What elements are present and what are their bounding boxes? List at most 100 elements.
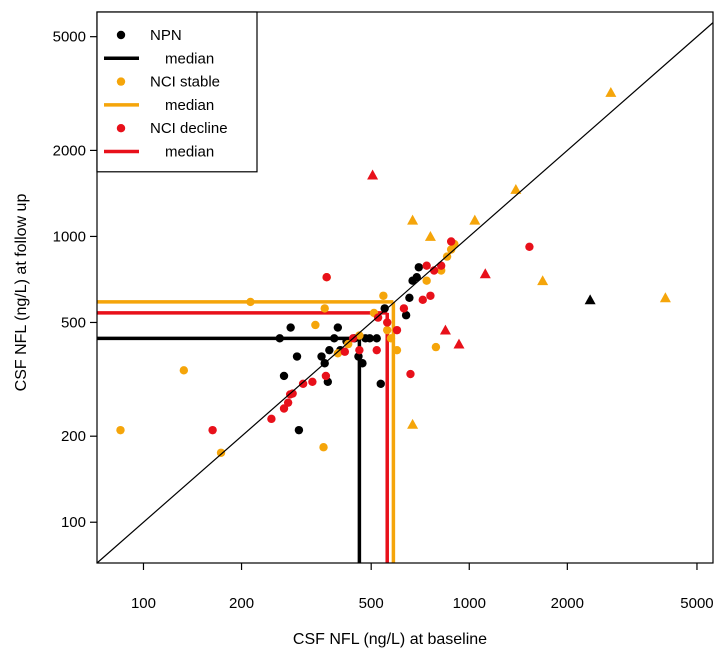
legend-label: median [165, 144, 214, 161]
point-nci-stable [431, 342, 441, 352]
point-nci-decline [436, 261, 446, 270]
point-nci-stable-triangle [469, 214, 481, 225]
point-nci-stable [179, 366, 189, 375]
point-npn [279, 371, 289, 381]
point-nci-stable [379, 291, 388, 300]
point-npn [372, 334, 381, 343]
plot-frame [96, 11, 714, 564]
point-npn [275, 334, 284, 343]
point-nci-decline-triangle [479, 268, 491, 279]
point-npn [330, 334, 339, 343]
point-nci-decline-triangle [439, 324, 451, 335]
point-nci-decline [373, 313, 383, 322]
point-nci-decline [208, 425, 217, 435]
point-nci-stable [216, 448, 226, 457]
point-nci-stable [386, 334, 396, 343]
point-nci-decline [288, 389, 297, 398]
point-nci-stable-triangle [537, 275, 549, 286]
legend-label: median [165, 97, 214, 114]
point-nci-decline [308, 377, 317, 387]
point-npn [412, 273, 421, 282]
legend-label: median [165, 50, 214, 67]
y-axis: 100 200 500 1000 2000 5000 [53, 29, 97, 531]
point-nci-stable-triangle [659, 292, 671, 303]
point-nci-stable [311, 320, 320, 330]
point-nci-decline [321, 371, 331, 381]
median-lines [97, 300, 396, 563]
point-nci-decline [298, 379, 308, 389]
y-tick-label: 500 [61, 314, 86, 331]
point-nci-stable-triangle [424, 230, 436, 241]
point-nci-decline-triangle [367, 169, 379, 180]
point-npn [292, 352, 302, 361]
point-nci-stable [333, 349, 343, 358]
y-tick-label: 100 [61, 514, 86, 531]
point-nci-stable-triangle [605, 86, 617, 97]
point-nci-stable [343, 339, 353, 349]
point-nci-decline [422, 261, 431, 270]
point-npn [294, 425, 304, 435]
point-nci-stable-triangle [510, 183, 522, 194]
point-npn [358, 359, 367, 368]
point-nci-stable-triangle [407, 214, 419, 225]
point-nci-decline [383, 318, 392, 327]
identity-line [96, 22, 714, 564]
x-tick-label: 100 [131, 595, 156, 612]
point-nci-decline [399, 304, 409, 313]
legend-box [96, 11, 258, 173]
x-tick-label: 1000 [453, 595, 486, 612]
y-axis-title: CSF NFL (ng/L) at follow up [13, 194, 30, 392]
point-npn [380, 304, 389, 313]
point-nci-stable-triangle [407, 418, 419, 429]
point-npn [325, 345, 334, 355]
legend-marker [116, 30, 126, 40]
point-nci-decline [340, 347, 350, 356]
point-nci-decline [426, 291, 435, 300]
point-nci-decline [372, 345, 381, 355]
y-tick-label: 5000 [53, 29, 86, 46]
point-npn [414, 263, 423, 272]
point-npn [401, 311, 411, 320]
point-npn [317, 352, 326, 361]
point-nci-stable [246, 297, 255, 307]
legend-label: NCI decline [150, 120, 228, 137]
point-npn [286, 323, 295, 332]
point-npn [365, 334, 374, 343]
x-axis: 100 200 500 1000 2000 5000 [131, 563, 714, 612]
y-tick-label: 200 [61, 428, 86, 445]
legend-marker [116, 77, 126, 86]
point-npn [405, 293, 414, 302]
point-npn-triangle [584, 294, 596, 305]
point-npn [354, 352, 363, 361]
x-tick-label: 500 [359, 595, 384, 612]
point-npn [376, 379, 385, 389]
point-nci-decline [418, 295, 427, 305]
legend-label: NCI stable [150, 74, 220, 91]
point-nci-stable [116, 425, 125, 435]
legend-label: NPN [150, 27, 182, 44]
point-nci-stable [355, 331, 364, 340]
legend: NPN median NCI stable median NCI decline medi… [96, 11, 258, 173]
point-nci-stable [320, 304, 329, 313]
point-nci-stable [319, 443, 328, 452]
legend-marker [116, 124, 126, 133]
point-nci-decline [279, 404, 289, 413]
point-nci-decline [355, 345, 364, 355]
point-nci-decline [267, 414, 276, 424]
point-nci-stable [383, 325, 392, 335]
point-nci-decline [392, 325, 402, 335]
point-nci-stable [392, 345, 402, 355]
point-nci-decline [283, 398, 293, 407]
x-tick-label: 200 [229, 595, 254, 612]
point-nci-decline-triangle [453, 338, 465, 349]
x-tick-label: 2000 [551, 595, 584, 612]
point-nci-decline [406, 369, 415, 379]
point-nci-stable [422, 276, 431, 285]
point-npn [333, 323, 343, 332]
point-nci-decline [525, 242, 534, 251]
x-axis-title: CSF NFL (ng/L) at baseline [293, 631, 487, 648]
data-points [116, 86, 671, 457]
y-tick-label: 1000 [53, 228, 86, 245]
